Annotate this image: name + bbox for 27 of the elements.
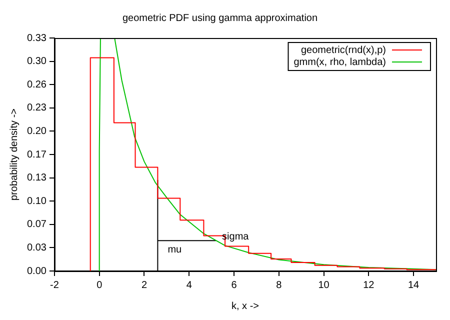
y-tick-label: 0.26 xyxy=(26,79,47,90)
x-tick-label: 6 xyxy=(231,280,238,291)
annotation: sigma xyxy=(222,231,250,242)
x-tick-label: 2 xyxy=(141,280,148,291)
chart-title: geometric PDF using gamma approximation xyxy=(122,12,318,24)
y-tick-label: 0.23 xyxy=(26,102,47,114)
y-tick-label: 0.07 xyxy=(26,219,47,230)
x-tick-label: 12 xyxy=(363,280,375,291)
y-tick-label: 0.13 xyxy=(26,172,47,184)
x-tick-label: 4 xyxy=(186,280,192,291)
legend-label: geometric(rnd(x),p) xyxy=(300,44,386,56)
x-tick-label: 10 xyxy=(318,280,330,291)
legend-label: gmm(x, rho, lambda) xyxy=(294,56,386,68)
x-tick-label: -2 xyxy=(50,280,60,291)
y-tick-label: 0.20 xyxy=(26,126,47,137)
y-tick-label: 0.33 xyxy=(26,32,47,44)
x-axis-title: k, x -> xyxy=(231,300,260,312)
x-tick-label: 0 xyxy=(96,280,103,291)
y-tick-label: 0.30 xyxy=(26,56,47,68)
x-tick-label: 8 xyxy=(276,280,282,291)
y-axis-title: probability density -> xyxy=(8,108,20,200)
y-tick-label: 0.10 xyxy=(26,196,47,207)
y-tick-label: 0.17 xyxy=(26,149,47,160)
annotation: mu xyxy=(168,244,182,256)
y-tick-label: 0.00 xyxy=(26,266,47,277)
y-tick-label: 0.03 xyxy=(26,242,47,254)
x-tick-label: 14 xyxy=(408,280,420,291)
